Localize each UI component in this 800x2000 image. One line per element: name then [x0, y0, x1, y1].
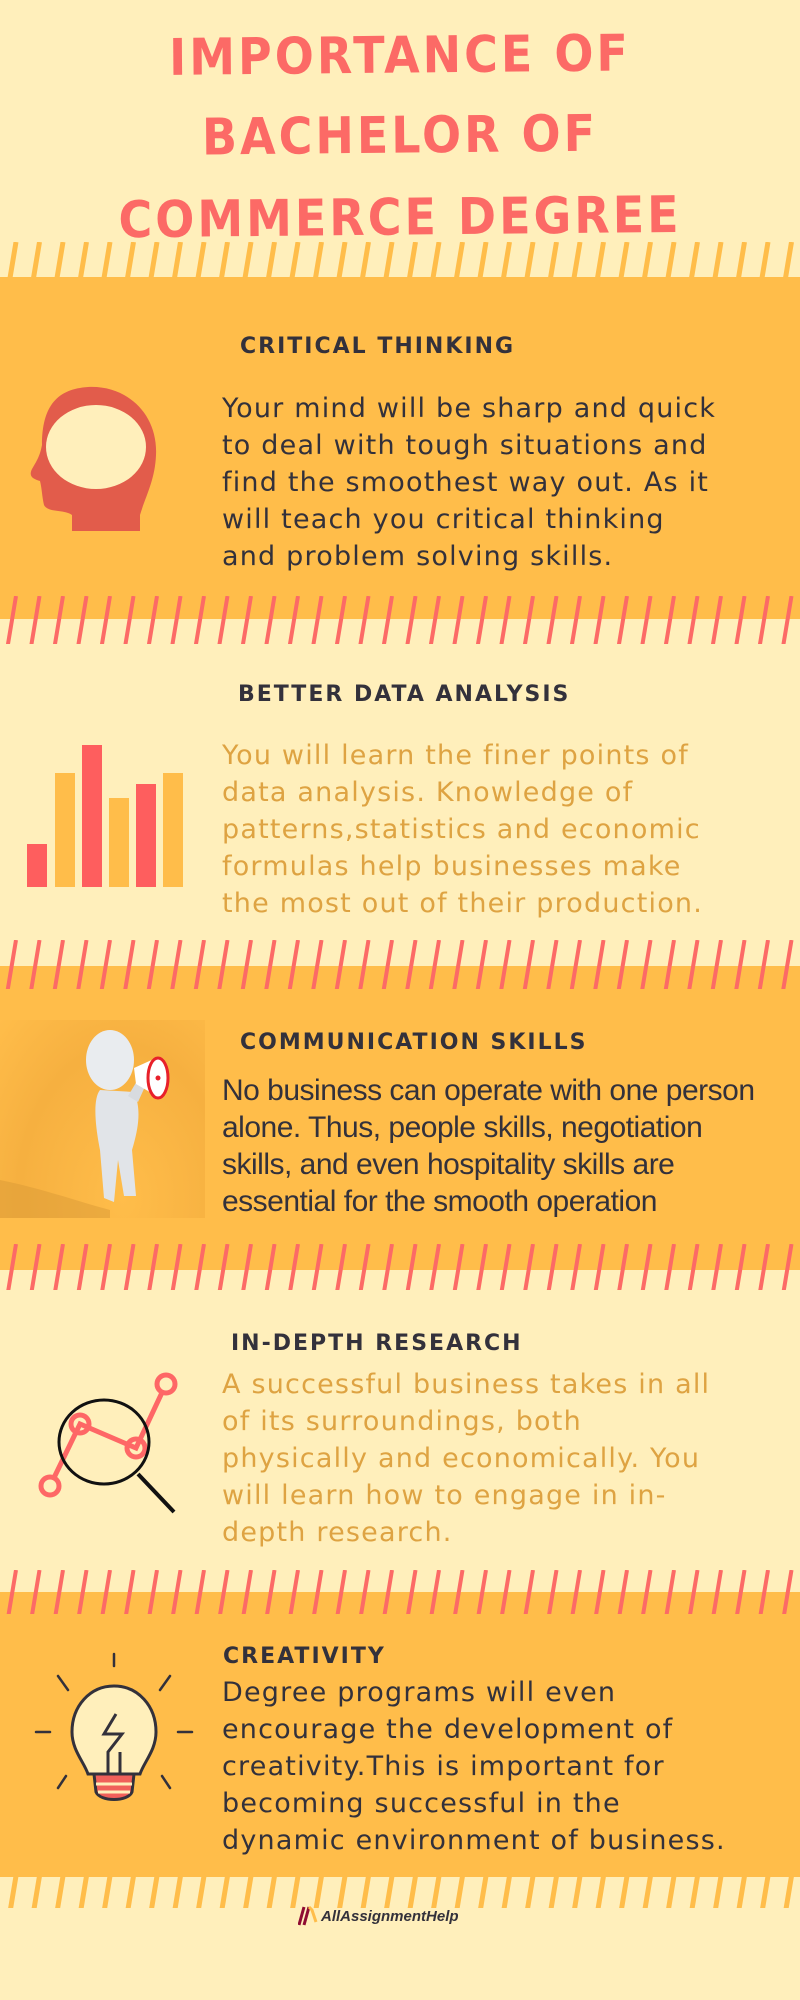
- bar-chart-icon: [27, 745, 185, 891]
- section-text: A successful business takes in all of it…: [222, 1366, 710, 1551]
- section-text: Degree programs will even encourage the …: [222, 1674, 726, 1859]
- head-icon: [28, 385, 160, 537]
- brand-logo-icon: [298, 1906, 318, 1926]
- magnifier-chart-icon: [38, 1370, 183, 1524]
- section-text: You will learn the finer points of data …: [222, 737, 703, 922]
- text-line: will learn how to engage in in-: [222, 1480, 667, 1511]
- text-line: physically and economically. You: [222, 1443, 701, 1474]
- section-heading: BETTER DATA ANALYSIS: [238, 682, 571, 707]
- text-line: becoming successful in the: [222, 1788, 621, 1819]
- text-line: Degree programs will even: [222, 1677, 617, 1708]
- title-line-2: BACHELOR OF: [201, 103, 599, 167]
- megaphone-figure-icon: [0, 1020, 205, 1218]
- text-line: find the smoothest way out. As it: [222, 467, 710, 498]
- stripe-divider: [0, 1876, 800, 1908]
- text-line: will teach you critical thinking: [222, 504, 665, 535]
- stripe-divider: [0, 596, 800, 644]
- brand-logo: AllAssignmentHelp: [298, 1906, 459, 1926]
- text-line: depth research.: [222, 1517, 453, 1548]
- stripe-divider: [0, 940, 800, 990]
- section-text: Your mind will be sharp and quick to dea…: [222, 390, 716, 575]
- text-line: dynamic environment of business.: [222, 1825, 726, 1856]
- section-heading: CRITICAL THINKING: [240, 334, 516, 359]
- lightbulb-icon: [32, 1652, 198, 1818]
- text-line: encourage the development of: [222, 1714, 674, 1745]
- text-line: data analysis. Knowledge of: [222, 777, 634, 808]
- text-line: and problem solving skills.: [222, 541, 614, 572]
- text-line: You will learn the finer points of: [222, 740, 689, 771]
- stripe-divider: [0, 1570, 800, 1615]
- text-line: No business can operate with one person: [222, 1074, 755, 1107]
- text-line: to deal with tough situations and: [222, 430, 708, 461]
- section-heading: CREATIVITY: [223, 1644, 386, 1669]
- title-line-3: COMMERCE DEGREE: [118, 184, 682, 250]
- section-heading: COMMUNICATION SKILLS: [240, 1030, 588, 1055]
- text-line: patterns,statistics and economic: [222, 814, 701, 845]
- text-line: essential for the smooth operation: [222, 1185, 657, 1218]
- text-line: A successful business takes in all: [222, 1369, 711, 1400]
- text-line: the most out of their production.: [222, 888, 704, 919]
- text-line: of its surroundings, both: [222, 1406, 582, 1437]
- section-text: No business can operate with one person …: [222, 1072, 755, 1220]
- text-line: skills, and even hospitality skills are: [222, 1148, 675, 1181]
- title-line-1: IMPORTANCE OF: [168, 23, 632, 87]
- brand-name: AllAssignmentHelp: [321, 1907, 459, 1925]
- section-heading: IN-DEPTH RESEARCH: [231, 1331, 523, 1356]
- text-line: creativity.This is important for: [222, 1751, 665, 1782]
- text-line: Your mind will be sharp and quick: [222, 393, 717, 424]
- text-line: alone. Thus, people skills, negotiation: [222, 1111, 703, 1144]
- stripe-divider: [0, 1244, 800, 1290]
- stripe-divider: [0, 242, 800, 278]
- text-line: formulas help businesses make: [222, 851, 682, 882]
